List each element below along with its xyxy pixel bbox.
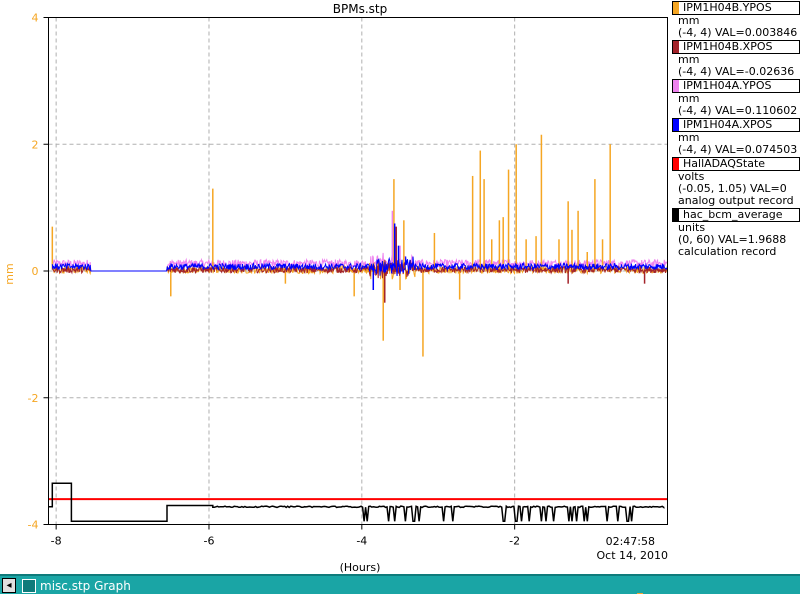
legend-series-name: HallADAQState xyxy=(683,157,766,170)
x-tick-label: -2 xyxy=(509,535,520,548)
legend-button[interactable]: IPM1H04A.YPOS xyxy=(672,79,800,93)
taskbar-scroll-left-button[interactable]: ◂ xyxy=(2,578,16,593)
x-tick-label: -8 xyxy=(51,535,62,548)
taskbar: ◂ misc.stp Graph xyxy=(0,574,800,599)
legend-item-xpos-b[interactable]: IPM1H04B.XPOS mm (-4, 4) VAL=-0.02636 xyxy=(672,40,800,78)
legend-series-name: IPM1H04A.YPOS xyxy=(683,79,772,92)
legend-series-name: IPM1H04B.YPOS xyxy=(683,1,772,14)
legend-swatch xyxy=(673,80,679,92)
legend-units: volts xyxy=(678,171,705,183)
y-tick-label: 0 xyxy=(32,265,39,278)
legend-swatch xyxy=(673,158,679,170)
legend-range: (-0.05, 1.05) VAL=0 xyxy=(678,183,787,195)
x-tick-label: -6 xyxy=(203,535,214,548)
series-line-hac_bcm_average xyxy=(48,482,665,523)
legend-item-daq-state[interactable]: HallADAQState volts (-0.05, 1.05) VAL=0 … xyxy=(672,157,800,207)
y-axis-label: mm xyxy=(3,263,16,284)
legend-units: mm xyxy=(678,15,700,27)
legend-record: calculation record xyxy=(678,246,777,258)
legend-range: (-4, 4) VAL=0.003846 xyxy=(678,27,798,39)
bottom-strip xyxy=(0,594,800,600)
legend: IPM1H04B.YPOS mm (-4, 4) VAL=0.003846 IP… xyxy=(672,0,800,258)
legend-series-name: IPM1H04A.XPOS xyxy=(683,118,773,131)
legend-series-name: IPM1H04B.XPOS xyxy=(683,40,773,53)
legend-units: units xyxy=(678,222,706,234)
legend-item-bcm-average[interactable]: hac_bcm_average units (0, 60) VAL=1.9688… xyxy=(672,208,800,258)
taskbar-window-title[interactable]: misc.stp Graph xyxy=(40,579,131,593)
y-tick-label: 2 xyxy=(32,138,39,151)
legend-item-ypos-b[interactable]: IPM1H04B.YPOS mm (-4, 4) VAL=0.003846 xyxy=(672,1,800,39)
legend-range: (-4, 4) VAL=-0.02636 xyxy=(678,66,795,78)
legend-units: mm xyxy=(678,132,700,144)
legend-swatch xyxy=(673,209,679,221)
legend-button[interactable]: IPM1H04A.XPOS xyxy=(672,118,800,132)
y-tick-label: 4 xyxy=(32,12,39,25)
legend-item-xpos-a[interactable]: IPM1H04A.XPOS mm (-4, 4) VAL=0.074503 xyxy=(672,118,800,156)
legend-range: (0, 60) VAL=1.9688 xyxy=(678,234,787,246)
legend-button[interactable]: IPM1H04B.XPOS xyxy=(672,40,800,54)
series-line-IPM1H04A.XPOS xyxy=(51,256,668,277)
y-tick-label: -4 xyxy=(28,519,39,532)
legend-swatch xyxy=(673,119,679,131)
legend-swatch xyxy=(673,41,679,53)
legend-swatch xyxy=(673,2,679,14)
legend-record: analog output record xyxy=(678,195,794,207)
timestamp-label: 02:47:58 xyxy=(606,535,655,548)
x-axis-label: (Hours) xyxy=(340,561,381,574)
chart-title: BPMs.stp xyxy=(333,2,387,16)
legend-range: (-4, 4) VAL=0.110602 xyxy=(678,105,798,117)
window-icon[interactable] xyxy=(22,579,36,593)
x-tick-label: -4 xyxy=(356,535,367,548)
legend-item-ypos-a[interactable]: IPM1H04A.YPOS mm (-4, 4) VAL=0.110602 xyxy=(672,79,800,117)
legend-units: mm xyxy=(678,54,700,66)
date-label: Oct 14, 2010 xyxy=(597,549,669,562)
legend-button[interactable]: IPM1H04B.YPOS xyxy=(672,1,800,15)
y-tick-label: -2 xyxy=(28,392,39,405)
legend-units: mm xyxy=(678,93,700,105)
legend-button[interactable]: hac_bcm_average xyxy=(672,208,800,222)
legend-button[interactable]: HallADAQState xyxy=(672,157,800,171)
legend-range: (-4, 4) VAL=0.074503 xyxy=(678,144,798,156)
legend-series-name: hac_bcm_average xyxy=(683,208,783,221)
